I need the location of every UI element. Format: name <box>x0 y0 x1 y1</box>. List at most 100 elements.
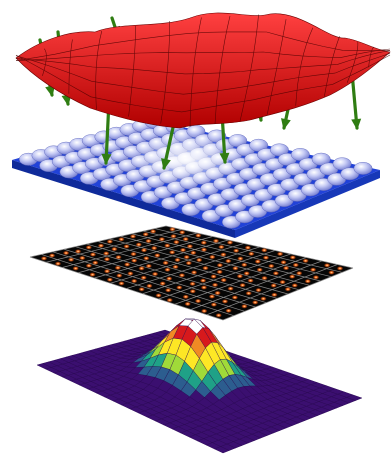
wavefront-mesh-line <box>128 25 137 117</box>
focal-spot <box>140 275 147 280</box>
focal-spot <box>116 273 123 278</box>
focal-spot <box>261 248 268 253</box>
focal-spot <box>131 278 138 284</box>
focal-spot <box>166 297 173 303</box>
focal-spot <box>304 279 311 284</box>
focal-spot <box>179 230 186 235</box>
focal-spot <box>252 300 259 305</box>
focal-spot <box>268 263 275 269</box>
focal-spot <box>190 270 198 275</box>
focal-spot <box>221 299 229 304</box>
focal-spot <box>227 286 234 291</box>
focal-spot <box>210 274 217 279</box>
focal-spot <box>138 287 145 292</box>
focal-spot <box>183 254 190 260</box>
wavefront-mesh-line <box>42 48 47 76</box>
focal-spot <box>170 234 177 239</box>
focal-spot <box>282 265 290 271</box>
focal-spot <box>143 256 150 261</box>
focal-spot <box>270 283 277 288</box>
focal-spot <box>162 260 169 266</box>
focal-spot <box>245 291 252 296</box>
focal-spot <box>146 283 153 289</box>
focal-spot <box>272 271 280 276</box>
focal-spot <box>184 301 191 307</box>
focal-spot <box>72 266 79 271</box>
surface-facet <box>241 368 258 376</box>
wavefront-mesh-line <box>15 54 391 113</box>
focal-spot <box>48 253 56 258</box>
focal-spot <box>200 247 208 252</box>
wavefront-mesh-line <box>15 53 391 95</box>
focal-spot <box>140 248 148 253</box>
focal-spot <box>296 271 303 276</box>
focal-spot <box>302 258 309 263</box>
focal-spot <box>179 247 187 253</box>
wavefront-mesh-line <box>160 20 170 124</box>
wavefront-mesh-line <box>189 17 202 127</box>
focal-spot <box>284 287 292 292</box>
focal-spot <box>232 266 239 271</box>
focal-spot <box>280 260 287 265</box>
focal-spot <box>79 255 86 261</box>
focal-spot <box>189 289 196 294</box>
focal-spot <box>208 294 216 299</box>
focal-spot <box>149 229 157 234</box>
focal-spot <box>169 227 176 232</box>
focal-spot <box>159 281 166 286</box>
focal-spot <box>155 293 162 298</box>
surface-facet <box>249 385 266 394</box>
focal-spot <box>158 237 166 242</box>
focal-spot <box>115 255 122 260</box>
focal-spot <box>195 233 202 238</box>
focal-spot <box>218 244 225 250</box>
wavefront-mesh-line <box>15 50 391 75</box>
surface-facet <box>253 379 270 387</box>
focal-spot <box>178 273 186 278</box>
focal-spot <box>127 271 134 276</box>
focal-spot <box>194 298 202 304</box>
focal-spot <box>151 271 159 277</box>
focal-spot <box>131 258 138 263</box>
reconstruction-surface-plot <box>36 318 363 454</box>
focal-spot <box>199 278 207 283</box>
focal-spot <box>276 251 284 257</box>
lenslet <box>290 148 310 161</box>
focal-spot <box>216 269 223 275</box>
focal-spot <box>142 232 149 237</box>
focal-spot <box>200 240 207 245</box>
focal-spot <box>214 290 221 296</box>
focal-spot <box>209 254 216 260</box>
focal-spot <box>210 302 218 307</box>
focal-spot <box>189 281 196 286</box>
focal-spot <box>244 245 252 250</box>
focal-spot <box>237 256 244 261</box>
focal-spot <box>216 263 224 268</box>
focal-spot <box>97 243 105 248</box>
focal-spot <box>92 260 99 265</box>
focal-spot <box>173 239 180 245</box>
focal-spot <box>130 251 137 257</box>
surface-facet <box>346 394 363 401</box>
focal-spot <box>196 257 203 263</box>
wavefront-mesh-line <box>68 39 73 94</box>
focal-spot <box>262 255 270 260</box>
wavefront-mesh-line <box>323 36 340 97</box>
focal-spot <box>236 274 244 279</box>
focal-spot <box>225 258 232 264</box>
focal-spot <box>166 276 173 281</box>
focal-spot <box>106 277 114 282</box>
focal-spot <box>106 239 114 244</box>
focal-spot <box>200 285 208 290</box>
focal-spot <box>169 250 176 255</box>
focal-spot <box>226 240 234 245</box>
focal-spot <box>185 260 192 266</box>
sensor-gridline <box>190 260 322 310</box>
focal-spot <box>279 279 286 285</box>
distorted-wavefront-surface <box>15 12 391 129</box>
focal-spot <box>67 257 75 262</box>
focal-spot <box>186 244 194 249</box>
focal-spot <box>103 257 111 262</box>
focal-spot <box>256 267 263 272</box>
